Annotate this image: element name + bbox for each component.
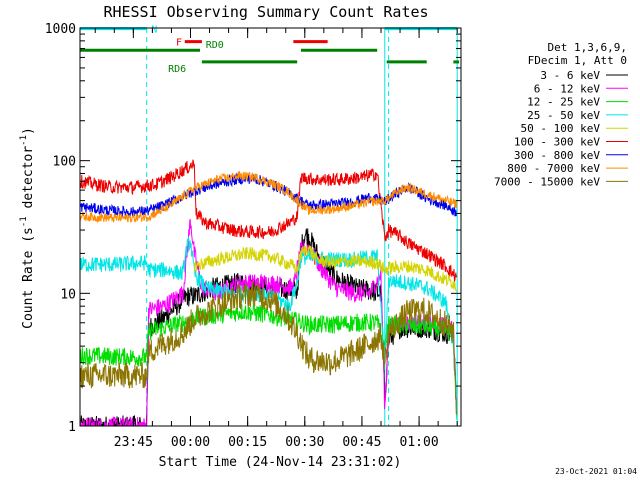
- state-bar-label-f: F: [176, 38, 182, 49]
- chart-title: RHESSI Observing Summary Count Rates: [103, 3, 428, 21]
- y-axis: 1 10 100 1000: [45, 22, 461, 435]
- x-axis: 23:45 00:00 00:15 00:30 00:45 01:00: [94, 28, 458, 450]
- x-axis-label: Start Time (24-Nov-14 23:31:02): [159, 455, 402, 470]
- legend-label: 50 - 100 keV: [521, 122, 601, 135]
- footer-date: 23-Oct-2021 01:04: [555, 467, 637, 476]
- legend: Det 1,3,6,9, FDecim 1, Att 0 3 - 6 keV6 …: [494, 41, 628, 188]
- legend-header-line-2: FDecim 1, Att 0: [528, 54, 627, 67]
- y-tick-label: 1000: [45, 22, 76, 37]
- series-line-8: [80, 170, 458, 224]
- y-tick-label: 10: [60, 287, 76, 302]
- x-tick-label: 01:00: [400, 435, 439, 450]
- y-tick-label: 1: [68, 420, 76, 435]
- legend-label: 7000 - 15000 keV: [494, 175, 600, 188]
- y-axis-label: Count Rate (s-1 detector-1): [19, 127, 36, 329]
- legend-label: 800 - 7000 keV: [507, 162, 600, 175]
- legend-label: 25 - 50 keV: [527, 109, 600, 122]
- x-tick-label: 23:45: [114, 435, 153, 450]
- x-tick-label: 00:45: [342, 435, 381, 450]
- series-line-5: [193, 244, 458, 292]
- state-bar-label-rd6: RD6: [168, 64, 186, 75]
- legend-header-line-1: Det 1,3,6,9,: [548, 41, 627, 54]
- legend-label: 6 - 12 keV: [534, 82, 601, 95]
- state-bars: N F RD0 RD6: [80, 25, 460, 75]
- y-tick-label: 100: [53, 155, 76, 170]
- series-line-9: [80, 281, 458, 415]
- x-tick-label: 00:00: [171, 435, 210, 450]
- state-bar-label-rd0: RD0: [206, 40, 224, 51]
- x-tick-label: 00:30: [285, 435, 324, 450]
- x-tick-label: 00:15: [228, 435, 267, 450]
- legend-label: 100 - 300 keV: [514, 136, 600, 149]
- legend-label: 300 - 800 keV: [514, 149, 600, 162]
- series-line-6: [80, 159, 458, 283]
- plot-frame: [79, 27, 462, 427]
- legend-label: 12 - 25 keV: [527, 96, 600, 109]
- legend-label: 3 - 6 keV: [540, 69, 600, 82]
- series-layer: [80, 159, 458, 426]
- state-bar-label-n: N: [151, 25, 157, 36]
